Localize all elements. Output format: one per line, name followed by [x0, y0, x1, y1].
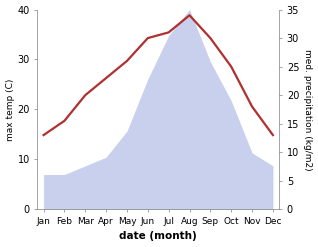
X-axis label: date (month): date (month) [119, 231, 197, 242]
Y-axis label: med. precipitation (kg/m2): med. precipitation (kg/m2) [303, 49, 313, 170]
Y-axis label: max temp (C): max temp (C) [5, 78, 15, 141]
